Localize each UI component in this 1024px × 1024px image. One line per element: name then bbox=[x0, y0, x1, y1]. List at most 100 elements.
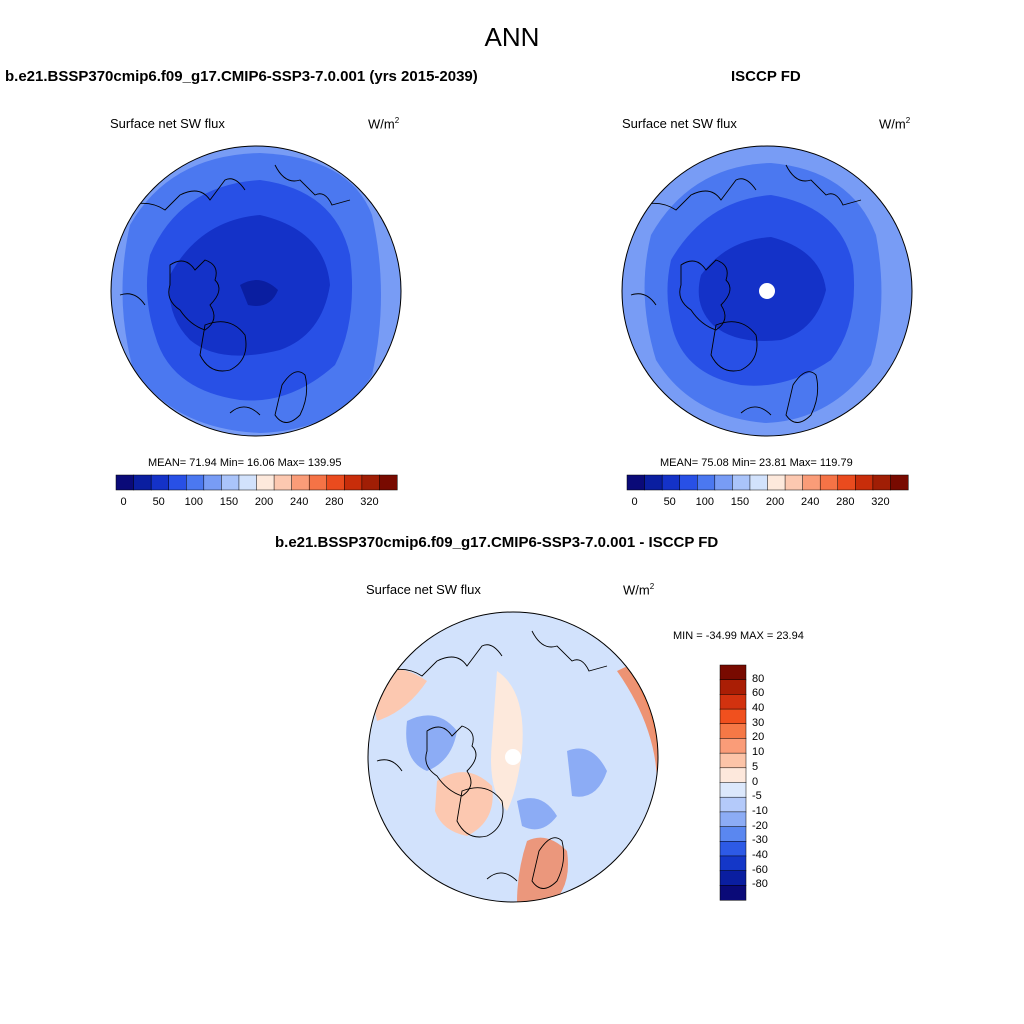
right-variable-label: Surface net SW flux bbox=[622, 116, 737, 131]
right-colorbar-tick-label: 200 bbox=[765, 496, 785, 508]
diff-colorbar-swatch bbox=[719, 723, 747, 739]
right-colorbar-swatch bbox=[661, 474, 681, 491]
left-colorbar-swatch bbox=[273, 474, 293, 491]
right-colorbar-swatch bbox=[714, 474, 733, 491]
right-colorbar-swatch bbox=[749, 474, 769, 491]
left-colorbar-swatch bbox=[238, 474, 258, 491]
diff-colorbar-tick-label: 40 bbox=[752, 702, 765, 715]
left-colorbar-swatch bbox=[168, 474, 187, 491]
right-colorbar-tick-label: 50 bbox=[663, 496, 676, 508]
left-colorbar-swatch bbox=[291, 474, 310, 491]
diff-colorbar-tick-label: 80 bbox=[752, 672, 765, 685]
diff-colorbar-swatch bbox=[719, 870, 747, 886]
diff-colorbar-swatch bbox=[719, 738, 747, 754]
diff-colorbar bbox=[719, 664, 747, 901]
diff-polar-map bbox=[367, 611, 659, 903]
left-colorbar-swatch bbox=[133, 474, 152, 491]
diff-colorbar-swatch bbox=[719, 694, 747, 710]
diff-variable-label: Surface net SW flux bbox=[366, 582, 481, 597]
left-colorbar-tick-label: 240 bbox=[290, 496, 309, 508]
right-colorbar-swatch bbox=[767, 474, 786, 491]
right-colorbar-swatch bbox=[644, 474, 663, 491]
left-colorbar-swatch bbox=[344, 474, 363, 491]
diff-colorbar-swatch bbox=[719, 782, 747, 798]
diff-colorbar-tick-label: -5 bbox=[752, 790, 762, 803]
left-colorbar-tick-label: 280 bbox=[325, 496, 344, 508]
left-colorbar-swatch bbox=[361, 474, 380, 491]
diff-colorbar-swatch bbox=[719, 855, 747, 872]
right-colorbar-swatch bbox=[802, 474, 821, 491]
left-colorbar-swatch bbox=[379, 474, 398, 491]
diff-colorbar-tick-label: -20 bbox=[752, 819, 768, 832]
right-colorbar-swatch bbox=[855, 474, 874, 491]
right-colorbar-tick-label: 320 bbox=[871, 496, 890, 508]
diff-panel-title: b.e21.BSSP370cmip6.f09_g17.CMIP6-SSP3-7.… bbox=[275, 534, 719, 551]
right-colorbar-swatch bbox=[837, 474, 856, 491]
diff-colorbar-swatch bbox=[719, 767, 747, 784]
right-units-label: W/m2 bbox=[879, 116, 911, 132]
left-variable-label: Surface net SW flux bbox=[110, 116, 225, 131]
left-colorbar-swatch bbox=[256, 474, 275, 491]
right-colorbar-tick-label: 150 bbox=[730, 496, 750, 508]
diff-colorbar-swatch bbox=[719, 796, 747, 813]
diff-colorbar-swatch bbox=[719, 811, 747, 828]
left-polar-map bbox=[110, 145, 402, 437]
diff-units-label: W/m2 bbox=[623, 582, 655, 598]
left-stats: MEAN= 71.94 Min= 16.06 Max= 139.95 bbox=[148, 457, 342, 469]
right-colorbar-swatch bbox=[732, 474, 751, 491]
diff-colorbar-tick-label: -30 bbox=[752, 834, 768, 847]
main-title: ANN bbox=[484, 22, 540, 52]
diff-colorbar-tick-label: -10 bbox=[752, 804, 768, 817]
diff-colorbar-swatch bbox=[719, 826, 747, 842]
right-colorbar-swatch bbox=[679, 474, 698, 491]
left-colorbar-ticks: 0 50 100 150 200 240 280 320 bbox=[116, 496, 397, 510]
left-colorbar-swatch bbox=[150, 474, 170, 491]
left-colorbar-swatch bbox=[221, 474, 240, 491]
left-colorbar-swatch bbox=[203, 474, 222, 491]
left-colorbar-tick-label: 320 bbox=[360, 496, 379, 508]
left-colorbar-tick-label: 150 bbox=[219, 496, 239, 508]
right-colorbar-swatch bbox=[626, 474, 646, 491]
right-panel-title: ISCCP FD bbox=[731, 68, 801, 85]
diff-colorbar-tick-label: -40 bbox=[752, 848, 768, 861]
diff-colorbar-ticks: 80 60 40 30 20 10 5 0 -5 -10 -20 -30 -40 -60 -80 bbox=[752, 665, 792, 900]
diff-colorbar-tick-label: -60 bbox=[752, 863, 768, 876]
left-colorbar-tick-label: 100 bbox=[184, 496, 203, 508]
right-colorbar-swatch bbox=[872, 474, 891, 491]
left-colorbar-tick-label: 50 bbox=[152, 496, 165, 508]
diff-colorbar-tick-label: -80 bbox=[752, 878, 768, 891]
right-colorbar-swatch bbox=[784, 474, 804, 491]
diff-colorbar-swatch bbox=[719, 752, 747, 769]
right-colorbar-swatch bbox=[697, 474, 716, 491]
diff-colorbar-swatch bbox=[719, 679, 747, 695]
diff-colorbar-tick-label: 5 bbox=[752, 760, 759, 773]
left-colorbar-swatch bbox=[308, 474, 328, 491]
diff-colorbar-tick-label: 20 bbox=[752, 731, 765, 744]
left-colorbar-swatch bbox=[115, 474, 135, 491]
right-colorbar bbox=[626, 474, 909, 491]
right-colorbar-tick-label: 100 bbox=[695, 496, 714, 508]
diff-colorbar-tick-label: 60 bbox=[752, 687, 765, 700]
diff-colorbar-swatch bbox=[719, 885, 747, 901]
diff-colorbar-swatch bbox=[719, 708, 747, 725]
right-colorbar-tick-label: 280 bbox=[836, 496, 855, 508]
right-stats: MEAN= 75.08 Min= 23.81 Max= 119.79 bbox=[660, 457, 853, 469]
right-colorbar-tick-label: 0 bbox=[631, 496, 638, 508]
left-colorbar-tick-label: 200 bbox=[254, 496, 274, 508]
diff-colorbar-swatch bbox=[719, 664, 747, 681]
diff-stats: MIN = -34.99 MAX = 23.94 bbox=[673, 630, 804, 642]
diff-colorbar-tick-label: 30 bbox=[752, 716, 765, 729]
left-units-label: W/m2 bbox=[368, 116, 400, 132]
left-colorbar-swatch bbox=[326, 474, 345, 491]
right-colorbar-swatch bbox=[819, 474, 839, 491]
left-colorbar-tick-label: 0 bbox=[120, 496, 127, 508]
left-panel-title: b.e21.BSSP370cmip6.f09_g17.CMIP6-SSP3-7.… bbox=[5, 68, 478, 85]
diff-colorbar-tick-label: 0 bbox=[752, 775, 759, 788]
right-colorbar-ticks: 0 50 100 150 200 240 280 320 bbox=[627, 496, 908, 510]
right-colorbar-tick-label: 240 bbox=[801, 496, 820, 508]
diff-colorbar-tick-label: 10 bbox=[752, 746, 765, 759]
diff-colorbar-swatch bbox=[719, 841, 747, 857]
right-colorbar-swatch bbox=[890, 474, 909, 491]
right-polar-map bbox=[621, 145, 913, 437]
left-colorbar-swatch bbox=[186, 474, 205, 491]
